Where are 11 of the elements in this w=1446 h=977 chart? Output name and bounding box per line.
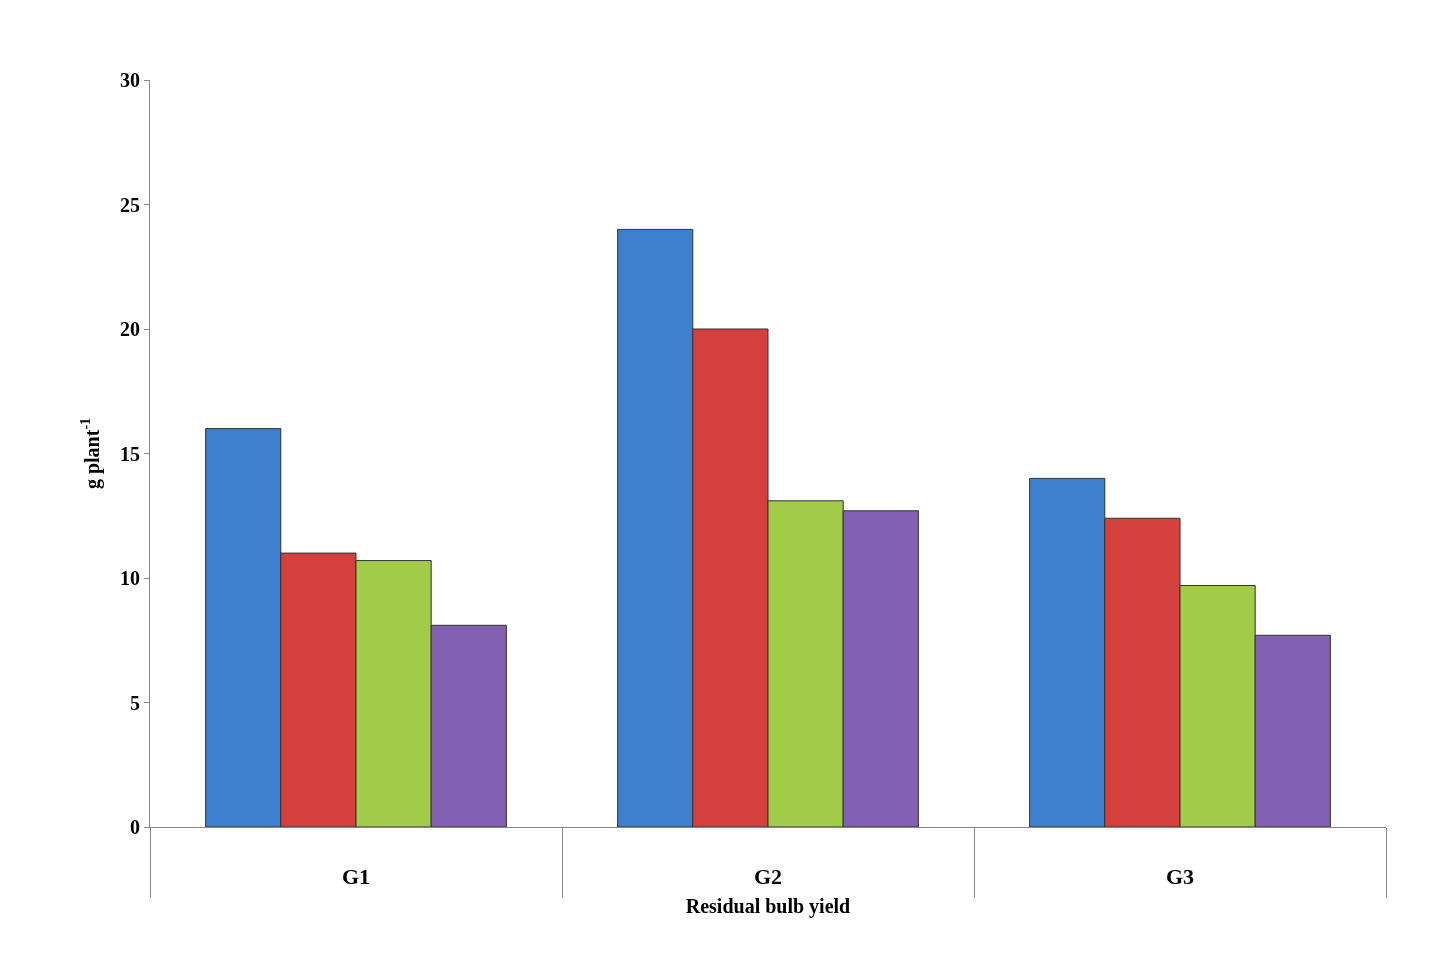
y-tick-label: 0 [130, 816, 140, 838]
x-tick-label: G2 [753, 864, 783, 890]
y-tick-label: 20 [120, 318, 140, 340]
x-tick-label: G1 [341, 864, 371, 890]
y-tick-label: 15 [120, 442, 140, 465]
x-tick-label: G3 [1165, 864, 1195, 890]
y-tick-label: 10 [120, 567, 140, 589]
y-tick-label: 5 [130, 691, 140, 714]
x-axis-title: Residual bulb yield [685, 894, 851, 918]
y-tick-label: 30 [120, 69, 140, 91]
y-tick-label: 25 [120, 193, 140, 216]
